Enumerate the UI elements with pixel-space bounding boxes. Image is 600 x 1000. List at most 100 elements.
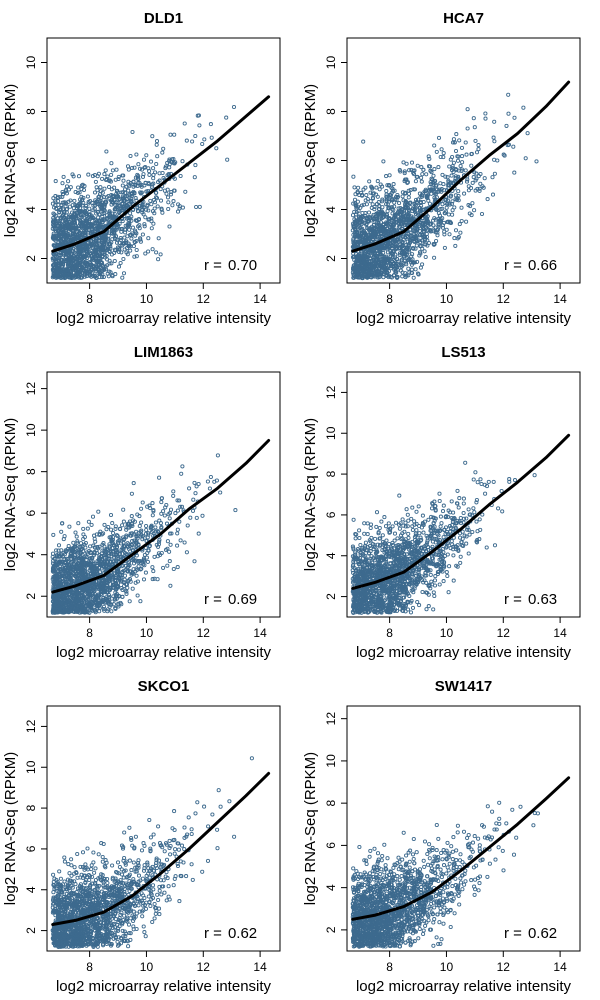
data-point <box>123 240 128 246</box>
data-point <box>95 209 100 215</box>
data-point <box>59 529 64 534</box>
data-point <box>104 149 109 154</box>
data-point <box>51 265 56 270</box>
data-point <box>168 583 173 588</box>
data-point <box>363 185 368 190</box>
data-point <box>64 184 70 189</box>
data-point <box>92 190 98 195</box>
data-point <box>423 242 428 247</box>
data-point <box>128 199 134 205</box>
data-point <box>94 244 99 249</box>
data-point <box>134 247 139 253</box>
data-point <box>81 187 87 193</box>
data-point <box>89 241 94 246</box>
y-tick-label: 4 <box>324 206 338 213</box>
data-point <box>58 260 63 266</box>
data-point <box>146 208 151 213</box>
data-point <box>87 245 92 250</box>
data-point <box>150 247 155 252</box>
data-point <box>104 217 109 222</box>
data-point <box>151 569 156 574</box>
data-point <box>178 538 183 543</box>
data-point <box>404 252 409 257</box>
data-point <box>419 179 424 184</box>
data-point <box>483 111 488 116</box>
data-point <box>429 181 434 186</box>
data-point <box>208 474 213 480</box>
data-point <box>450 199 455 204</box>
data-point <box>132 240 138 245</box>
data-point <box>51 196 56 201</box>
data-point <box>453 148 459 154</box>
data-point <box>124 246 130 251</box>
data-point <box>205 479 210 484</box>
data-point <box>523 156 528 161</box>
data-point <box>432 167 437 172</box>
data-point <box>441 151 446 156</box>
data-point <box>182 540 187 545</box>
data-point <box>138 190 143 195</box>
data-point <box>492 157 497 162</box>
data-point <box>154 142 159 147</box>
data-point <box>86 172 91 177</box>
data-point <box>402 169 407 174</box>
data-point <box>447 164 452 169</box>
data-point <box>218 490 223 495</box>
data-point <box>427 156 432 161</box>
data-point <box>438 181 443 186</box>
data-point <box>73 530 78 535</box>
data-point <box>534 159 539 164</box>
y-tick-label: 10 <box>324 56 338 70</box>
data-point <box>451 137 456 142</box>
data-point <box>512 170 517 175</box>
y-tick-label: 8 <box>324 108 338 115</box>
data-point <box>351 174 356 179</box>
data-point <box>168 507 174 512</box>
data-point <box>165 195 171 200</box>
data-point <box>197 123 202 128</box>
data-point <box>82 274 87 279</box>
data-point <box>137 166 143 171</box>
data-point <box>87 206 92 211</box>
data-point <box>470 180 475 185</box>
data-point <box>432 255 437 260</box>
data-point <box>120 275 125 280</box>
data-point <box>479 211 485 217</box>
data-point <box>125 164 131 169</box>
data-point <box>81 526 86 531</box>
data-point <box>115 205 121 210</box>
data-point <box>480 184 485 189</box>
data-point <box>136 217 141 222</box>
data-point <box>137 523 142 529</box>
data-point <box>122 198 127 203</box>
data-point <box>184 550 189 555</box>
data-point <box>462 191 467 196</box>
data-point <box>163 166 168 171</box>
data-point <box>74 534 79 539</box>
data-point <box>193 133 198 139</box>
data-point <box>459 218 464 224</box>
data-point <box>155 154 160 159</box>
data-point <box>108 512 114 518</box>
data-point <box>119 250 124 255</box>
data-point <box>419 165 424 170</box>
data-point <box>66 233 71 238</box>
data-point <box>171 199 176 204</box>
data-point <box>151 176 156 181</box>
data-point <box>128 248 133 253</box>
data-point <box>92 274 97 279</box>
data-point <box>361 139 366 144</box>
data-point <box>64 219 69 224</box>
data-point <box>190 139 195 144</box>
data-point <box>149 219 154 224</box>
data-point <box>61 251 66 256</box>
data-point <box>129 236 134 241</box>
data-point <box>120 183 125 188</box>
data-point <box>112 232 117 237</box>
data-point <box>53 228 58 233</box>
data-point <box>61 191 66 197</box>
data-point <box>420 262 425 267</box>
data-point <box>58 208 63 213</box>
data-point <box>64 191 69 196</box>
